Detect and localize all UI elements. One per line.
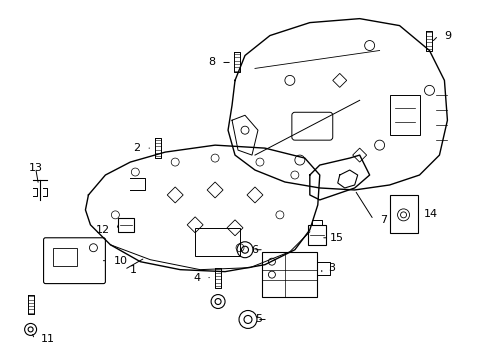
- Text: 1: 1: [130, 265, 137, 275]
- Bar: [119, 218, 134, 232]
- Text: 10: 10: [113, 256, 127, 266]
- Bar: [262, 252, 317, 297]
- Text: 4: 4: [193, 273, 200, 283]
- Text: 14: 14: [423, 209, 438, 219]
- Bar: [390, 95, 419, 135]
- Text: 8: 8: [208, 58, 215, 67]
- Bar: [195, 228, 240, 256]
- Text: 15: 15: [330, 233, 344, 243]
- Text: 5: 5: [255, 314, 262, 324]
- Text: 13: 13: [28, 163, 43, 173]
- Bar: [308, 225, 326, 245]
- Text: 3: 3: [328, 263, 335, 273]
- Bar: [390, 195, 417, 233]
- Text: 11: 11: [41, 334, 54, 345]
- Text: 9: 9: [444, 31, 452, 41]
- Text: 7: 7: [380, 215, 387, 225]
- Bar: [52, 248, 77, 266]
- Text: 6: 6: [251, 245, 258, 255]
- Text: 2: 2: [133, 143, 140, 153]
- Text: 12: 12: [96, 225, 110, 235]
